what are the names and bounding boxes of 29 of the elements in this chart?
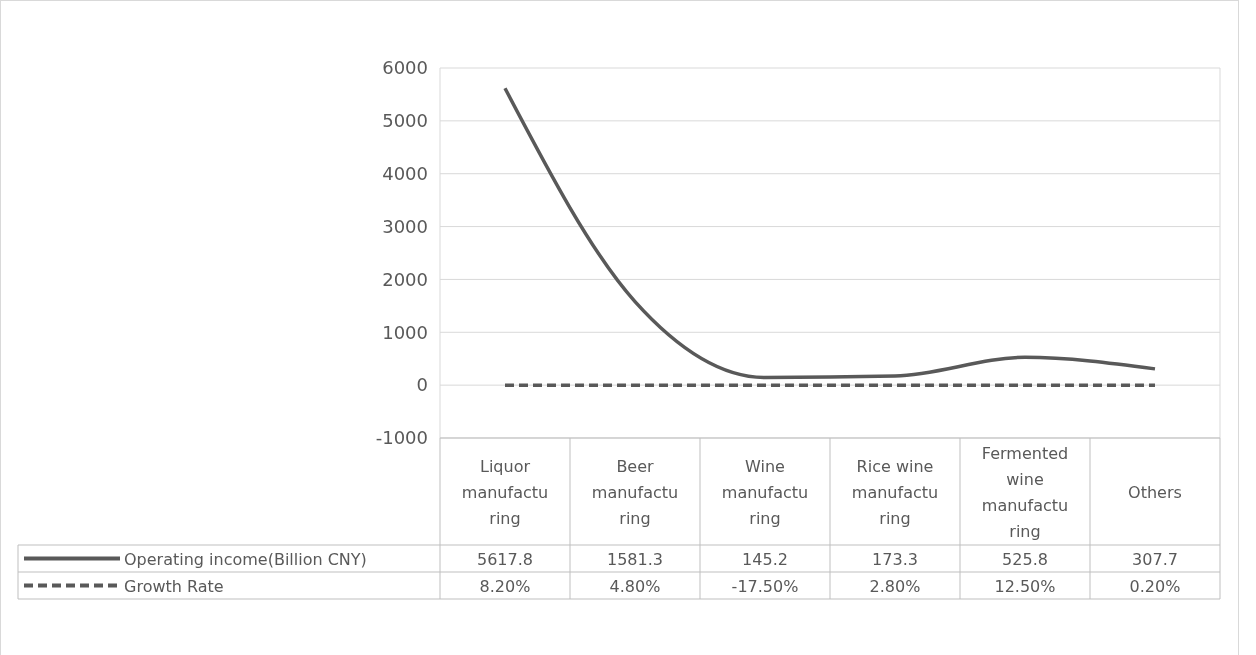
data-label: 173.3 <box>872 549 918 569</box>
x-tick-label: Others <box>1128 482 1182 502</box>
legend-label: Growth Rate <box>124 576 224 596</box>
y-tick-label: 5000 <box>382 110 428 132</box>
data-label: 1581.3 <box>607 549 663 569</box>
x-tick-label: Rice wine manufacturing <box>851 456 939 528</box>
y-tick-label: 0 <box>416 374 428 396</box>
data-label: 5617.8 <box>477 549 533 569</box>
y-tick-label: 4000 <box>382 162 428 184</box>
data-label: 8.20% <box>479 576 531 596</box>
line-series <box>503 86 1157 380</box>
y-tick-label: 1000 <box>382 321 428 343</box>
legend-label: Operating income(Billion CNY) <box>124 549 367 569</box>
x-tick-label: Liquor manufacturing <box>461 456 549 528</box>
y-tick-label: 2000 <box>382 268 428 290</box>
data-label: 307.7 <box>1132 549 1178 569</box>
data-label: 2.80% <box>869 576 921 596</box>
data-label: 525.8 <box>1002 549 1048 569</box>
y-tick-label: 3000 <box>382 215 428 237</box>
x-tick-label: Wine manufacturing <box>721 456 809 528</box>
data-label: 12.50% <box>994 576 1056 596</box>
data-label: 0.20% <box>1129 576 1181 596</box>
x-tick-label: Fermented wine manufacturing <box>981 443 1069 541</box>
y-tick-label: 6000 <box>382 57 428 79</box>
x-tick-label: Beer manufacturing <box>591 456 679 528</box>
data-label: 145.2 <box>742 549 788 569</box>
y-tick-label: -1000 <box>375 427 428 449</box>
data-label: 4.80% <box>609 576 661 596</box>
data-label: -17.50% <box>731 576 799 596</box>
